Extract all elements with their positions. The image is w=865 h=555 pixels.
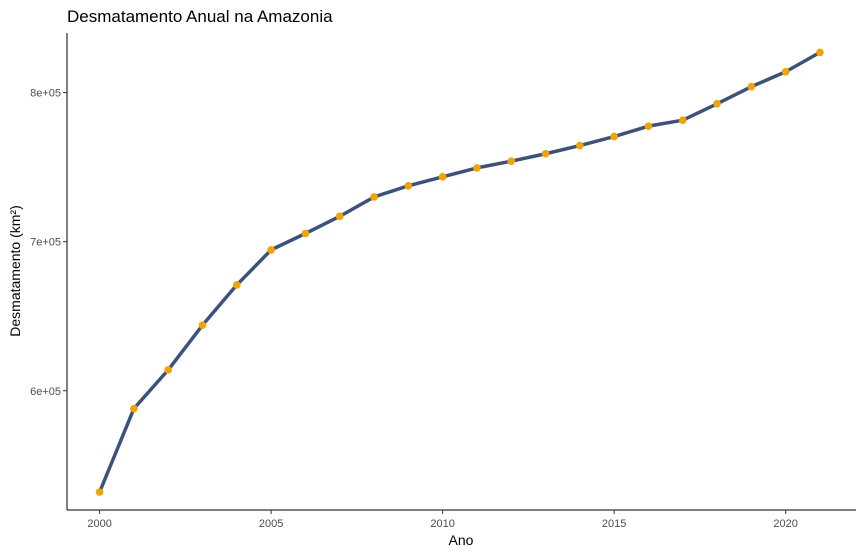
x-tick-label: 2010	[430, 518, 454, 530]
data-point	[95, 488, 104, 496]
series-line	[97, 50, 822, 494]
series-layer	[97, 50, 822, 494]
y-tick-label: 7e+05	[30, 237, 61, 249]
data-point	[404, 181, 413, 190]
data-point	[198, 321, 207, 329]
data-point	[576, 141, 584, 150]
x-axis-title: Ano	[449, 532, 474, 548]
data-point	[541, 149, 550, 158]
y-tick-label: 6e+05	[30, 386, 61, 398]
data-point	[713, 100, 721, 108]
data-point	[473, 164, 481, 172]
data-point	[781, 67, 790, 76]
y-axis-ticks: 6e+05 7e+05 8e+05	[30, 88, 67, 398]
chart-title: Desmatamento Anual na Amazonia	[67, 7, 333, 26]
data-point	[747, 82, 756, 91]
data-point	[301, 229, 310, 238]
data-point	[130, 404, 138, 413]
data-point	[507, 157, 516, 165]
x-axis-ticks: 2000 2005 2010 2015 2020	[87, 510, 798, 530]
x-tick-label: 2005	[259, 518, 283, 530]
data-point	[267, 246, 275, 254]
data-point	[164, 366, 172, 374]
data-point	[335, 212, 344, 221]
data-point	[816, 48, 824, 57]
y-tick-label: 8e+05	[30, 88, 61, 100]
x-tick-label: 2015	[602, 518, 626, 530]
data-point	[678, 116, 687, 125]
data-point	[644, 122, 653, 130]
x-tick-label: 2000	[87, 518, 111, 530]
data-point	[233, 281, 241, 289]
data-point	[370, 193, 378, 201]
data-point	[610, 132, 618, 141]
points-layer	[95, 48, 824, 496]
y-axis-title: Desmatamento (km²)	[7, 205, 23, 336]
data-point	[438, 173, 447, 181]
x-tick-label: 2020	[773, 518, 797, 530]
